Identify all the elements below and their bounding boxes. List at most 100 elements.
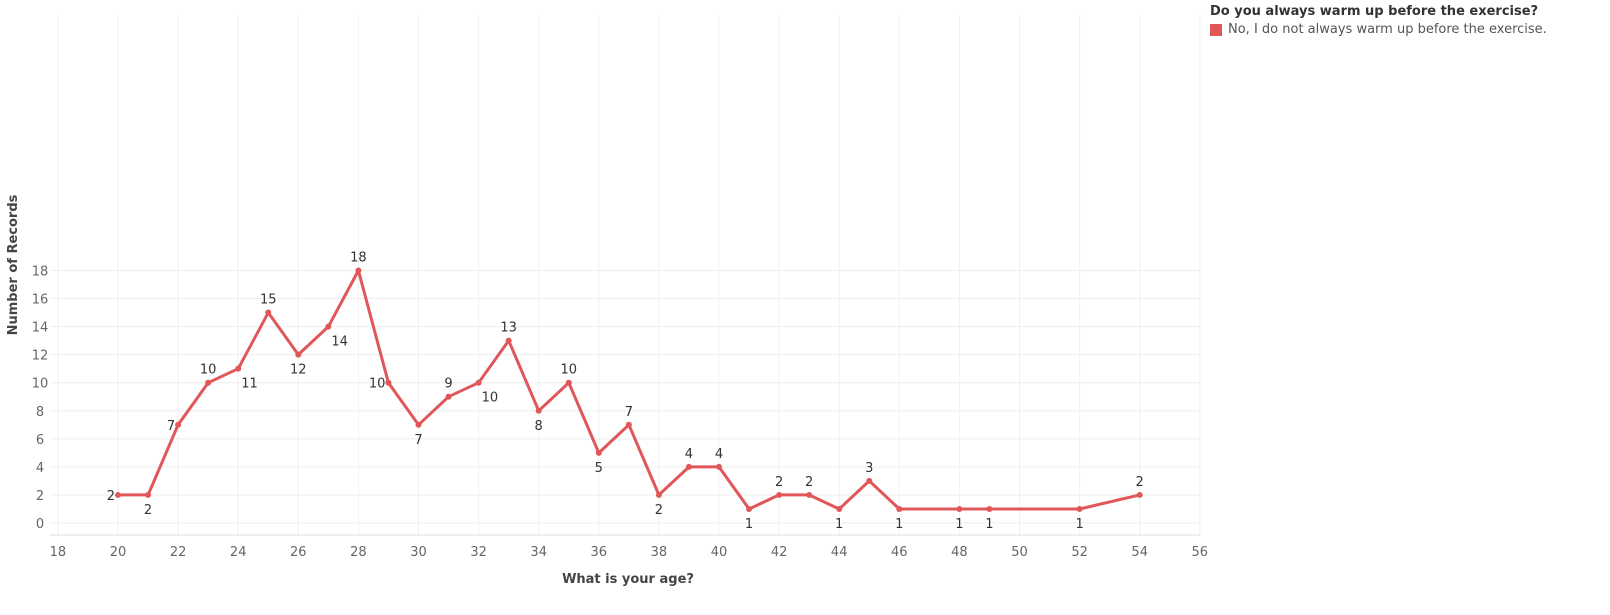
y-tick-label: 12 xyxy=(32,349,49,364)
data-label: 2 xyxy=(107,489,115,504)
x-tick-label: 20 xyxy=(110,545,127,560)
data-point xyxy=(565,379,572,386)
data-label: 2 xyxy=(805,475,813,490)
y-tick-label: 0 xyxy=(36,517,44,532)
data-point xyxy=(295,351,302,358)
data-label: 7 xyxy=(625,405,633,420)
x-tick-label: 46 xyxy=(891,545,908,560)
data-point xyxy=(265,309,272,316)
data-point xyxy=(655,491,662,498)
data-point xyxy=(685,463,692,470)
data-point xyxy=(325,323,332,330)
data-point xyxy=(235,365,242,372)
data-label: 9 xyxy=(444,377,452,392)
data-label: 11 xyxy=(241,377,258,392)
x-tick-label: 22 xyxy=(170,545,187,560)
data-label: 14 xyxy=(331,335,348,350)
x-tick-label: 56 xyxy=(1192,545,1209,560)
data-label: 2 xyxy=(144,503,152,518)
data-point xyxy=(175,421,182,428)
data-label: 10 xyxy=(482,391,499,406)
data-label: 1 xyxy=(1075,517,1083,532)
data-point xyxy=(385,379,392,386)
x-tick-label: 30 xyxy=(410,545,427,560)
x-tick-label: 34 xyxy=(530,545,547,560)
data-label: 7 xyxy=(167,419,175,434)
x-tick-label: 48 xyxy=(951,545,968,560)
data-label: 2 xyxy=(655,503,663,518)
data-point xyxy=(746,505,753,512)
legend-item-label: No, I do not always warm up before the e… xyxy=(1228,22,1547,37)
legend-title: Do you always warm up before the exercis… xyxy=(1210,4,1539,19)
data-label: 10 xyxy=(560,363,577,378)
data-point xyxy=(956,505,963,512)
y-axis-title: Number of Records xyxy=(6,194,21,335)
data-points xyxy=(115,267,1143,512)
data-point xyxy=(115,491,121,498)
data-label: 1 xyxy=(745,517,753,532)
x-tick-label: 38 xyxy=(651,545,668,560)
data-label: 5 xyxy=(595,461,603,476)
data-label: 12 xyxy=(290,363,307,378)
x-tick-label: 28 xyxy=(350,545,367,560)
data-label: 4 xyxy=(715,447,723,462)
y-tick-label: 14 xyxy=(32,321,49,336)
data-label: 18 xyxy=(350,250,367,265)
data-label: 10 xyxy=(200,363,217,378)
data-label: 10 xyxy=(369,377,386,392)
data-point xyxy=(625,421,632,428)
x-tick-label: 32 xyxy=(470,545,487,560)
data-point xyxy=(145,491,152,498)
data-label: 4 xyxy=(685,447,693,462)
data-point xyxy=(716,463,722,470)
x-tick-label: 40 xyxy=(711,545,728,560)
data-label: 3 xyxy=(865,461,873,476)
x-tick-label: 42 xyxy=(771,545,788,560)
data-point xyxy=(896,505,903,512)
x-tick-label: 26 xyxy=(290,545,307,560)
data-point xyxy=(415,421,422,428)
x-tick-label: 44 xyxy=(831,545,848,560)
x-tick-label: 54 xyxy=(1131,545,1148,560)
y-tick-labels: 0 2 4 6 8 10 12 14 16 18 xyxy=(32,264,49,532)
gridlines xyxy=(50,15,1201,535)
legend-swatch xyxy=(1210,23,1222,36)
x-tick-label: 36 xyxy=(591,545,608,560)
legend-item[interactable]: No, I do not always warm up before the e… xyxy=(1210,22,1605,37)
y-tick-label: 6 xyxy=(36,433,44,448)
y-tick-label: 2 xyxy=(36,489,44,504)
data-label: 15 xyxy=(260,293,277,308)
x-tick-labels: 18 20 22 24 26 28 30 32 34 36 38 40 42 44 46 48 50 52 54 56 xyxy=(50,545,1208,560)
data-label: 7 xyxy=(414,433,422,448)
data-label: 1 xyxy=(835,517,843,532)
x-tick-label: 52 xyxy=(1071,545,1088,560)
data-label: 13 xyxy=(500,321,517,336)
x-tick-label: 50 xyxy=(1011,545,1028,560)
data-point xyxy=(776,491,783,498)
data-point xyxy=(505,337,512,344)
data-label: 2 xyxy=(1136,475,1144,490)
y-tick-label: 16 xyxy=(32,293,49,308)
data-point xyxy=(205,379,212,386)
y-tick-label: 4 xyxy=(36,461,44,476)
data-point xyxy=(595,449,602,456)
data-point xyxy=(866,477,873,484)
data-point xyxy=(1076,505,1083,512)
data-point xyxy=(836,505,843,512)
data-label: 2 xyxy=(775,475,783,490)
x-tick-label: 18 xyxy=(50,545,67,560)
x-axis-title: What is your age? xyxy=(562,572,694,587)
data-point xyxy=(355,267,362,274)
data-label: 1 xyxy=(955,517,963,532)
y-tick-label: 10 xyxy=(32,377,49,392)
data-label: 1 xyxy=(895,517,903,532)
data-point xyxy=(535,407,542,414)
data-label: 1 xyxy=(985,517,993,532)
data-point xyxy=(445,393,452,400)
legend: Do you always warm up before the exercis… xyxy=(1210,4,1605,37)
data-point xyxy=(1136,491,1143,498)
x-tick-label: 24 xyxy=(230,545,247,560)
